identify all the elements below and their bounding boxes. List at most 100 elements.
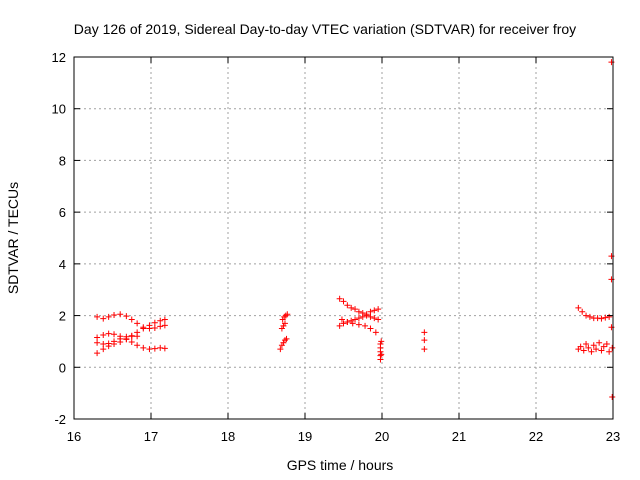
data-point — [421, 346, 428, 353]
data-point — [359, 313, 366, 320]
data-point — [157, 344, 164, 351]
data-point — [94, 313, 101, 320]
data-point — [100, 341, 107, 348]
data-point — [161, 316, 168, 323]
x-tick-label: 21 — [452, 429, 466, 444]
data-point — [100, 315, 107, 322]
data-point — [606, 313, 613, 320]
data-point — [338, 316, 345, 323]
data-point — [362, 322, 369, 329]
data-point — [111, 331, 118, 338]
data-point — [336, 322, 343, 329]
data-point — [283, 335, 290, 342]
data-point — [421, 329, 428, 336]
data-point — [585, 344, 592, 351]
data-point — [140, 344, 147, 351]
x-tick-label: 20 — [375, 429, 389, 444]
data-point — [375, 316, 382, 323]
data-point — [371, 307, 378, 314]
data-point — [340, 320, 347, 327]
data-point — [94, 339, 101, 346]
data-point — [100, 346, 107, 353]
data-point — [377, 341, 384, 348]
data-point — [363, 311, 370, 318]
data-point — [580, 347, 587, 354]
data-point — [609, 394, 616, 401]
data-point — [111, 312, 118, 319]
data-point — [134, 342, 141, 349]
data-point — [151, 324, 158, 331]
data-point — [378, 351, 385, 358]
data-point — [140, 324, 147, 331]
x-tick-label: 19 — [298, 429, 312, 444]
x-tick-label: 17 — [144, 429, 158, 444]
data-point — [134, 320, 141, 327]
data-point — [344, 319, 351, 326]
data-point — [594, 315, 601, 322]
data-point — [583, 312, 590, 319]
data-point — [367, 313, 374, 320]
data-point — [588, 348, 595, 355]
data-point — [352, 306, 359, 313]
data-point — [284, 311, 291, 318]
data-point — [378, 338, 385, 345]
data-point — [105, 313, 112, 320]
x-tick-label: 22 — [529, 429, 543, 444]
data-point — [603, 341, 610, 348]
y-tick-label: 2 — [59, 309, 66, 324]
data-point — [157, 317, 164, 324]
data-point — [421, 337, 428, 344]
data-point — [355, 315, 362, 322]
y-tick-label: 4 — [59, 257, 66, 272]
data-point — [100, 331, 107, 338]
data-point — [367, 308, 374, 315]
data-point — [598, 347, 605, 354]
data-point — [277, 346, 284, 353]
data-point — [583, 341, 590, 348]
data-point — [151, 319, 158, 326]
data-point — [128, 316, 135, 323]
x-tick-label: 16 — [67, 429, 81, 444]
data-point — [602, 314, 609, 321]
chart-title: Day 126 of 2019, Sidereal Day-to-day VTE… — [74, 21, 576, 37]
data-point — [355, 321, 362, 328]
data-point — [344, 302, 351, 309]
data-point — [348, 304, 355, 311]
y-tick-label: 0 — [59, 360, 66, 375]
data-point — [577, 343, 584, 350]
y-tick-label: -2 — [54, 412, 66, 427]
data-point — [161, 345, 168, 352]
data-point — [593, 346, 600, 353]
data-point — [367, 325, 374, 332]
data-point — [105, 330, 112, 337]
data-point — [596, 339, 603, 346]
data-point — [151, 345, 158, 352]
data-points — [94, 59, 616, 401]
grid — [74, 57, 613, 419]
data-point — [575, 304, 582, 311]
data-point — [349, 320, 356, 327]
plot-frame — [73, 56, 614, 420]
data-point — [128, 338, 135, 345]
data-point — [375, 306, 382, 313]
data-point — [146, 346, 153, 353]
data-point — [600, 343, 607, 350]
data-point — [590, 342, 597, 349]
data-point — [117, 335, 124, 342]
y-tick-label: 8 — [59, 153, 66, 168]
data-point — [94, 334, 101, 341]
data-point — [372, 329, 379, 336]
data-point — [355, 308, 362, 315]
y-axis-title: SDTVAR / TECUs — [5, 182, 21, 294]
data-point — [161, 322, 168, 329]
data-point — [579, 308, 586, 315]
data-point — [609, 344, 616, 351]
data-point — [606, 348, 613, 355]
data-point — [371, 315, 378, 322]
data-point — [336, 295, 343, 302]
data-point — [117, 311, 124, 318]
data-point — [111, 338, 118, 345]
data-point — [281, 320, 288, 327]
